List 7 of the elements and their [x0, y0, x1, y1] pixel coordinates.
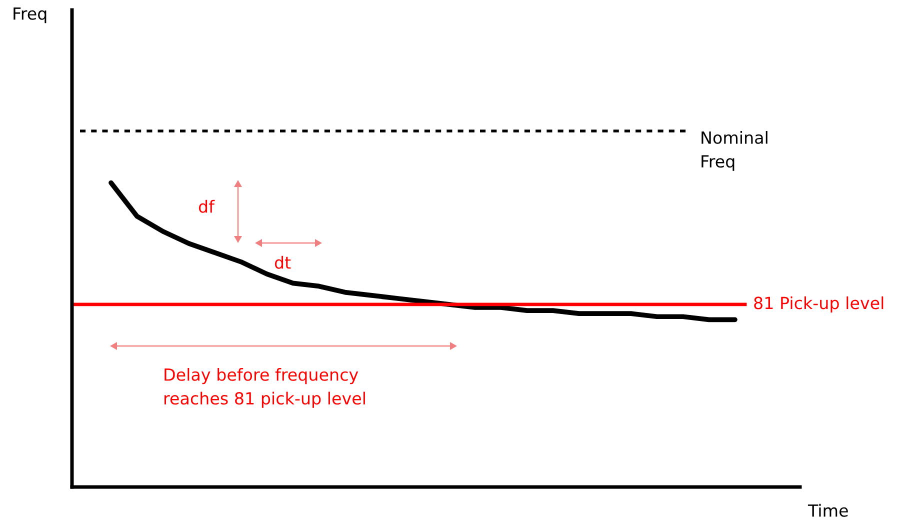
x-axis-title: Time: [808, 504, 848, 517]
annotation: dt: [274, 256, 291, 269]
text: Freq: [14, 7, 46, 24]
ref-line-label: Nominal Freq: [702, 131, 768, 171]
annotation: Delay before frequency reaches 81 pick-up level: [164, 368, 365, 408]
annotation: df: [198, 200, 215, 213]
ref-line-label: 81 Pick-up level: [754, 296, 884, 313]
